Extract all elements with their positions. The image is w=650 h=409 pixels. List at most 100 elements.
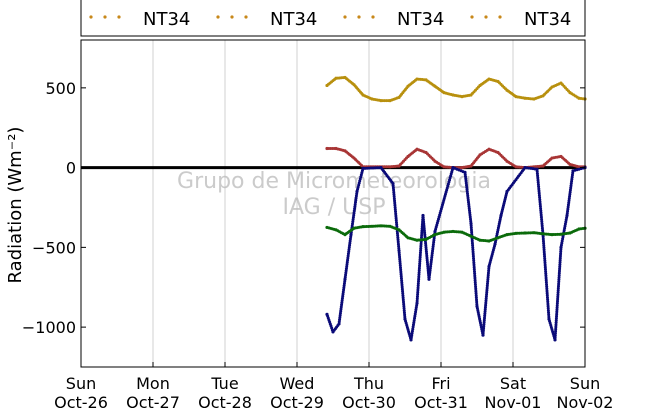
data-point bbox=[537, 193, 541, 197]
legend-marker bbox=[357, 15, 361, 19]
data-point bbox=[416, 286, 420, 290]
data-point bbox=[400, 283, 404, 287]
data-point bbox=[418, 262, 422, 266]
data-point bbox=[538, 196, 542, 200]
data-point bbox=[471, 243, 475, 247]
data-point bbox=[544, 278, 548, 282]
data-point bbox=[554, 329, 558, 333]
data-point bbox=[391, 184, 395, 188]
data-point bbox=[542, 252, 546, 256]
data-point bbox=[558, 254, 562, 258]
data-point bbox=[415, 297, 419, 301]
data-point bbox=[417, 277, 421, 281]
data-point bbox=[539, 206, 543, 210]
data-point bbox=[486, 271, 490, 275]
data-point bbox=[402, 306, 406, 310]
data-point bbox=[402, 302, 406, 306]
data-point bbox=[544, 269, 548, 273]
data-point bbox=[485, 288, 489, 292]
axes-frame bbox=[80, 39, 586, 368]
data-point bbox=[557, 269, 561, 273]
data-point bbox=[419, 244, 423, 248]
data-point bbox=[392, 195, 396, 199]
x-tick-day: Sun bbox=[66, 374, 96, 393]
data-point bbox=[398, 261, 402, 265]
data-point bbox=[535, 172, 539, 176]
data-point bbox=[484, 303, 488, 307]
data-point bbox=[539, 211, 543, 215]
data-point bbox=[556, 295, 560, 299]
data-point bbox=[430, 251, 434, 255]
y-axis: 500 0 −500 −1000 bbox=[22, 79, 585, 337]
watermark: Grupo de Micrometeorologia IAG / USP bbox=[177, 169, 491, 220]
data-point bbox=[483, 307, 487, 311]
data-point bbox=[473, 272, 477, 276]
legend-label: NT34 bbox=[524, 9, 571, 30]
data-point bbox=[420, 233, 424, 237]
data-point bbox=[428, 271, 432, 275]
data-point bbox=[400, 279, 404, 283]
data-point bbox=[395, 231, 399, 235]
data-point bbox=[484, 299, 488, 303]
data-point bbox=[558, 265, 562, 269]
data-point bbox=[554, 325, 558, 329]
data-point bbox=[419, 242, 423, 246]
data-point bbox=[484, 295, 488, 299]
x-tick-day: Sat bbox=[500, 374, 526, 393]
x-tick-date: Oct-28 bbox=[198, 393, 252, 409]
data-point bbox=[429, 264, 433, 268]
data-point bbox=[415, 301, 419, 305]
data-point bbox=[483, 316, 486, 320]
data-point bbox=[474, 296, 478, 300]
data-point bbox=[544, 272, 548, 276]
data-point bbox=[484, 297, 488, 301]
data-point bbox=[415, 299, 419, 303]
data-point bbox=[537, 189, 541, 193]
data-point bbox=[546, 304, 550, 308]
data-point bbox=[555, 310, 559, 314]
data-point bbox=[417, 268, 421, 272]
data-point bbox=[398, 264, 402, 268]
data-point bbox=[471, 250, 475, 254]
series-3 bbox=[325, 224, 587, 243]
data-point bbox=[398, 255, 402, 259]
data-point bbox=[401, 294, 405, 298]
data-point bbox=[428, 273, 432, 277]
data-point bbox=[428, 266, 432, 270]
data-point bbox=[555, 308, 559, 312]
data-point bbox=[558, 256, 562, 260]
data-point bbox=[418, 260, 422, 264]
x-tick-date: Oct-30 bbox=[342, 393, 396, 409]
data-point bbox=[545, 282, 549, 286]
data-point bbox=[420, 231, 424, 235]
data-point bbox=[538, 200, 542, 204]
data-point bbox=[542, 241, 546, 245]
series-0 bbox=[325, 75, 587, 103]
data-point bbox=[481, 329, 485, 333]
data-point bbox=[539, 215, 543, 219]
data-point bbox=[417, 273, 421, 277]
data-point bbox=[432, 236, 436, 240]
data-point bbox=[536, 180, 540, 184]
legend-marker bbox=[470, 15, 474, 19]
legend-marker bbox=[371, 15, 375, 19]
data-point bbox=[557, 280, 561, 284]
data-point bbox=[417, 279, 420, 283]
x-tick-day: Tue bbox=[210, 374, 238, 393]
data-point bbox=[418, 257, 422, 261]
data-point bbox=[392, 197, 396, 201]
data-point bbox=[536, 176, 540, 180]
data-point bbox=[542, 248, 546, 252]
y-tick-label: −500 bbox=[32, 238, 76, 257]
data-point bbox=[557, 271, 561, 275]
data-point bbox=[558, 260, 562, 264]
data-point bbox=[485, 284, 489, 288]
data-point bbox=[482, 318, 486, 322]
data-point bbox=[396, 233, 400, 237]
x-tick-date: Oct-26 bbox=[54, 393, 108, 409]
data-point bbox=[538, 204, 542, 208]
data-point bbox=[470, 239, 474, 243]
data-point bbox=[486, 280, 490, 284]
data-point bbox=[545, 295, 549, 299]
data-point bbox=[555, 306, 559, 310]
